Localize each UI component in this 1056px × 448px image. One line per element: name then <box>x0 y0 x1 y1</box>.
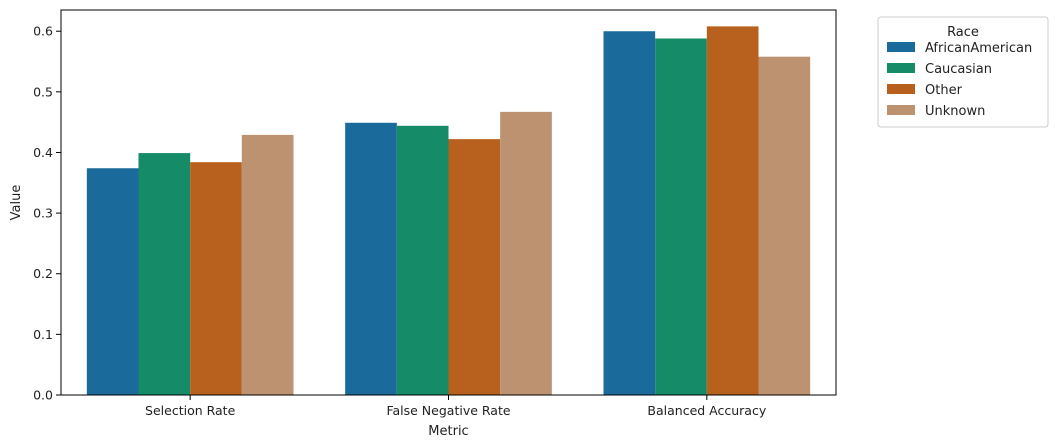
y-tick-label: 0.0 <box>33 388 53 403</box>
bar-selection-rate-africanamerican <box>86 168 139 395</box>
y-tick-label: 0.3 <box>33 206 53 221</box>
legend-title: Race <box>947 25 979 40</box>
legend-swatch-unknown <box>887 105 915 115</box>
y-tick-label: 0.4 <box>33 145 53 160</box>
bar-false-negative-rate-africanamerican <box>345 122 397 395</box>
legend: Race AfricanAmerican Caucasian Other Unknow… <box>877 16 1049 128</box>
x-tick-label: Balanced Accuracy <box>647 403 766 418</box>
bar-balanced-accuracy-caucasian <box>655 38 707 395</box>
y-axis: 0.0 0.1 0.2 0.3 0.4 0.5 0.6 <box>33 24 61 403</box>
bar-false-negative-rate-other <box>448 139 501 395</box>
legend-label-unknown: Unknown <box>925 104 985 119</box>
legend-label-other: Other <box>925 83 963 98</box>
y-tick-label: 0.2 <box>33 266 53 281</box>
y-tick-label: 0.5 <box>33 84 53 99</box>
legend-swatch-africanamerican <box>887 42 915 52</box>
legend-swatch-caucasian <box>887 63 915 73</box>
legend-frame <box>877 16 1049 128</box>
bar-selection-rate-caucasian <box>138 153 191 395</box>
x-tick-label: False Negative Rate <box>386 403 510 418</box>
legend-items: AfricanAmerican Caucasian Other Unknown <box>887 41 1032 119</box>
bar-balanced-accuracy-unknown <box>758 56 811 396</box>
legend-label-caucasian: Caucasian <box>925 62 992 77</box>
x-axis: Selection Rate False Negative Rate Balance… <box>145 395 767 418</box>
bar-false-negative-rate-caucasian <box>396 125 449 395</box>
bar-selection-rate-unknown <box>241 134 294 395</box>
x-tick-label: Selection Rate <box>145 403 236 418</box>
legend-label-africanamerican: AfricanAmerican <box>925 41 1032 56</box>
y-tick-label: 0.6 <box>33 24 53 39</box>
bar-balanced-accuracy-africanamerican <box>603 31 656 396</box>
bar-balanced-accuracy-other <box>706 26 759 395</box>
legend-swatch-other <box>887 84 915 94</box>
bar-selection-rate-other <box>190 162 242 395</box>
y-axis-label: Value <box>9 185 24 221</box>
bar-false-negative-rate-unknown <box>500 111 552 395</box>
y-tick-label: 0.1 <box>33 327 53 342</box>
x-axis-label: Metric <box>428 424 468 439</box>
bars-group <box>86 26 811 396</box>
